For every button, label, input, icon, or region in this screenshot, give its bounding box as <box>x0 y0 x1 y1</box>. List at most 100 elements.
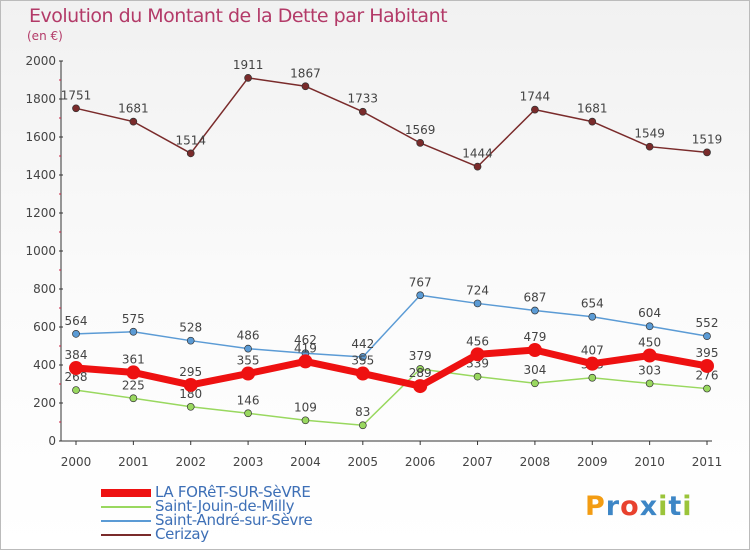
chart-title: Evolution du Montant de la Dette par Hab… <box>29 5 448 27</box>
y-tick-label: 1800 <box>25 92 56 106</box>
data-point-saint-jouin-de-milly <box>703 384 711 393</box>
data-label-la-foret-sur-sevre: 450 <box>638 336 661 350</box>
data-point-saint-jouin-de-milly <box>588 373 597 382</box>
data-point-saint-andre-sur-sevre <box>72 329 80 338</box>
data-point-la-foret-sur-sevre <box>413 379 428 394</box>
data-point-saint-jouin-de-milly <box>358 421 367 430</box>
data-point-la-foret-sur-sevre <box>298 354 313 369</box>
logo-letter: t <box>668 491 683 522</box>
data-label-saint-jouin-de-milly: 146 <box>237 393 260 407</box>
data-label-la-foret-sur-sevre: 407 <box>581 344 604 358</box>
data-point-cerizay <box>703 148 711 157</box>
data-point-cerizay <box>129 117 138 126</box>
data-label-saint-andre-sur-sevre: 604 <box>638 306 661 320</box>
legend-label: Cerizay <box>155 525 209 543</box>
logo-letter: i <box>682 491 693 522</box>
data-point-saint-andre-sur-sevre <box>186 336 195 345</box>
data-label-saint-andre-sur-sevre: 724 <box>466 283 489 297</box>
data-point-saint-jouin-de-milly <box>129 394 138 403</box>
data-label-cerizay: 1549 <box>634 127 665 141</box>
series-line-saint-andre-sur-sevre <box>75 294 708 358</box>
x-tick-label: 2009 <box>577 455 608 469</box>
data-label-saint-jouin-de-milly: 303 <box>638 363 661 377</box>
data-label-saint-jouin-de-milly: 225 <box>122 378 145 392</box>
data-point-la-foret-sur-sevre <box>642 348 657 363</box>
legend-label: Saint-André-sur-Sèvre <box>155 511 313 529</box>
data-point-cerizay <box>531 105 539 114</box>
data-point-saint-jouin-de-milly <box>186 402 195 411</box>
data-label-la-foret-sur-sevre: 419 <box>294 341 317 355</box>
x-tick-label: 2007 <box>462 455 493 469</box>
data-label-cerizay: 1751 <box>61 88 92 102</box>
data-label-la-foret-sur-sevre: 479 <box>523 330 546 344</box>
x-tick-label: 2008 <box>520 455 551 469</box>
data-label-la-foret-sur-sevre: 395 <box>696 346 719 360</box>
data-point-saint-jouin-de-milly <box>531 379 539 388</box>
y-tick-label: 800 <box>33 282 56 296</box>
data-label-cerizay: 1733 <box>348 92 379 106</box>
x-tick-label: 2011 <box>692 455 723 469</box>
data-label-saint-jouin-de-milly: 180 <box>179 387 202 401</box>
data-point-saint-andre-sur-sevre <box>703 332 711 340</box>
logo-letter: i <box>658 491 669 522</box>
data-label-saint-jouin-de-milly: 268 <box>65 370 88 384</box>
data-label-la-foret-sur-sevre: 355 <box>351 354 374 368</box>
data-point-la-foret-sur-sevre <box>700 358 714 373</box>
logo-letter: x <box>639 491 659 522</box>
data-label-saint-jouin-de-milly: 304 <box>523 363 546 377</box>
data-point-la-foret-sur-sevre <box>69 361 83 376</box>
x-tick-label: 2002 <box>175 455 206 469</box>
data-point-saint-jouin-de-milly <box>645 379 654 388</box>
y-tick-label: 600 <box>33 320 56 334</box>
data-point-cerizay <box>358 107 367 116</box>
data-point-saint-andre-sur-sevre <box>588 312 597 321</box>
data-point-saint-jouin-de-milly <box>301 416 310 425</box>
data-label-saint-jouin-de-milly: 379 <box>409 349 432 363</box>
data-point-saint-andre-sur-sevre <box>645 322 654 331</box>
proxiti-logo: Proxiti <box>585 491 693 522</box>
data-point-cerizay <box>473 162 482 171</box>
data-label-la-foret-sur-sevre: 384 <box>65 348 88 362</box>
data-label-saint-andre-sur-sevre: 552 <box>696 316 719 330</box>
data-point-saint-andre-sur-sevre <box>129 327 138 336</box>
data-label-la-foret-sur-sevre: 456 <box>466 334 489 348</box>
series-line-la-foret-sur-sevre <box>75 346 708 390</box>
x-tick-label: 2000 <box>61 455 92 469</box>
data-label-cerizay: 1444 <box>462 147 493 161</box>
data-label-saint-andre-sur-sevre: 442 <box>351 337 374 351</box>
data-label-saint-andre-sur-sevre: 575 <box>122 312 145 326</box>
data-label-la-foret-sur-sevre: 355 <box>237 354 260 368</box>
data-label-saint-andre-sur-sevre: 528 <box>179 321 202 335</box>
y-tick-label: 1000 <box>25 244 56 258</box>
series-line-saint-jouin-de-milly <box>75 368 708 426</box>
data-label-saint-andre-sur-sevre: 462 <box>294 333 317 347</box>
data-point-saint-andre-sur-sevre <box>473 299 482 308</box>
data-point-la-foret-sur-sevre <box>527 342 542 357</box>
data-point-saint-jouin-de-milly <box>244 409 252 418</box>
data-label-cerizay: 1867 <box>290 66 321 80</box>
y-tick-label: 1600 <box>25 130 56 144</box>
data-label-saint-andre-sur-sevre: 687 <box>523 290 546 304</box>
data-point-saint-jouin-de-milly <box>72 386 80 394</box>
y-tick-label: 0 <box>48 434 56 448</box>
data-point-cerizay <box>244 74 252 82</box>
x-tick-label: 2001 <box>118 455 149 469</box>
y-tick-label: 1400 <box>25 168 56 182</box>
data-label-cerizay: 1744 <box>520 90 551 104</box>
logo-letter: r <box>605 491 621 522</box>
data-point-la-foret-sur-sevre <box>470 347 485 362</box>
data-label-la-foret-sur-sevre: 295 <box>179 365 202 379</box>
data-label-la-foret-sur-sevre: 361 <box>122 352 145 366</box>
legend-label: LA FORêT-SUR-SèVRE <box>155 483 311 501</box>
logo-letter: P <box>585 491 606 522</box>
data-point-saint-jouin-de-milly <box>473 372 482 381</box>
data-point-cerizay <box>301 82 310 91</box>
x-tick-label: 2003 <box>233 455 264 469</box>
x-tick-label: 2004 <box>290 455 321 469</box>
data-label-saint-andre-sur-sevre: 767 <box>409 275 432 289</box>
legend-label: Saint-Jouin-de-Milly <box>155 497 295 515</box>
y-tick-label: 1200 <box>25 206 56 220</box>
data-label-cerizay: 1514 <box>175 133 206 147</box>
data-label-cerizay: 1519 <box>692 132 723 146</box>
